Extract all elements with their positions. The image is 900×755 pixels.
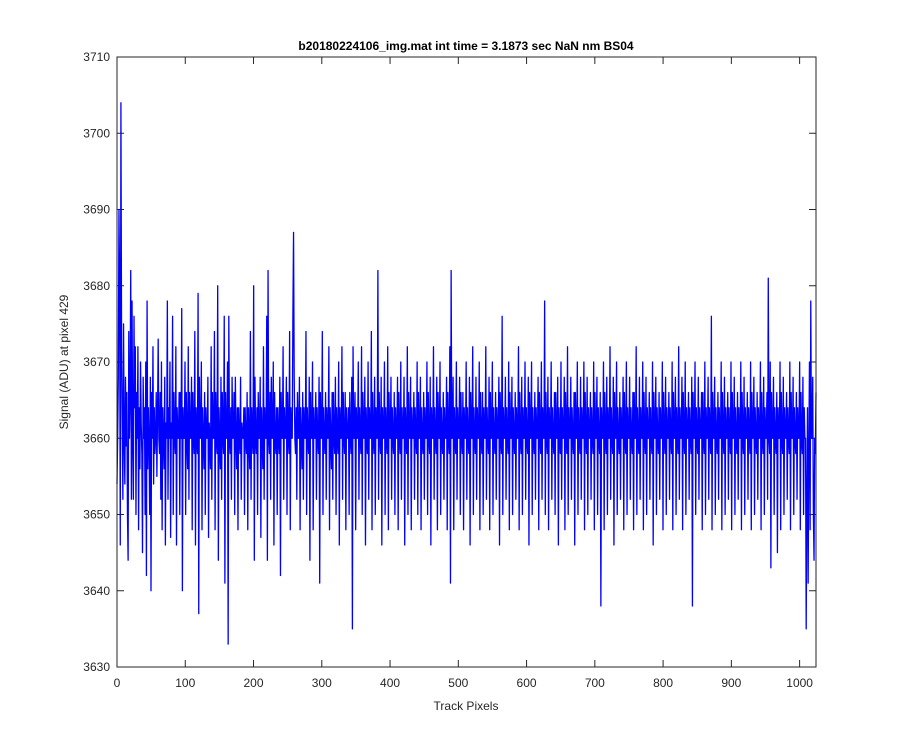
x-tick-label: 1000 bbox=[786, 676, 813, 690]
tick-labels: 0 100 200 300 400 500 600 700 800 900 1000 3630 3640… bbox=[83, 50, 813, 690]
chart-title: b20180224106_img.mat int time = 3.1873 s… bbox=[298, 39, 634, 53]
y-tick-label: 3700 bbox=[83, 126, 110, 140]
x-tick-label: 700 bbox=[585, 676, 605, 690]
y-tick-label: 3690 bbox=[83, 203, 110, 217]
x-tick-label: 300 bbox=[312, 676, 332, 690]
series-line bbox=[116, 102, 817, 645]
y-tick-label: 3670 bbox=[83, 355, 110, 369]
x-tick-label: 600 bbox=[517, 676, 537, 690]
y-tick-label: 3710 bbox=[83, 50, 110, 64]
y-tick-label: 3680 bbox=[83, 279, 110, 293]
x-tick-label: 900 bbox=[721, 676, 741, 690]
y-tick-label: 3660 bbox=[83, 431, 110, 445]
y-tick-label: 3630 bbox=[83, 660, 110, 674]
axis-ticks bbox=[116, 56, 816, 668]
y-tick-label: 3640 bbox=[83, 584, 110, 598]
x-tick-label: 400 bbox=[380, 676, 400, 690]
x-axis-label: Track Pixels bbox=[434, 699, 499, 713]
x-tick-label: 100 bbox=[175, 676, 195, 690]
x-tick-label: 500 bbox=[448, 676, 468, 690]
axes-box bbox=[116, 56, 817, 668]
y-axis-label: Signal (ADU) at pixel 429 bbox=[57, 294, 71, 429]
x-tick-label: 0 bbox=[114, 676, 121, 690]
y-tick-label: 3650 bbox=[83, 508, 110, 522]
x-tick-label: 200 bbox=[244, 676, 264, 690]
x-tick-label: 800 bbox=[653, 676, 673, 690]
